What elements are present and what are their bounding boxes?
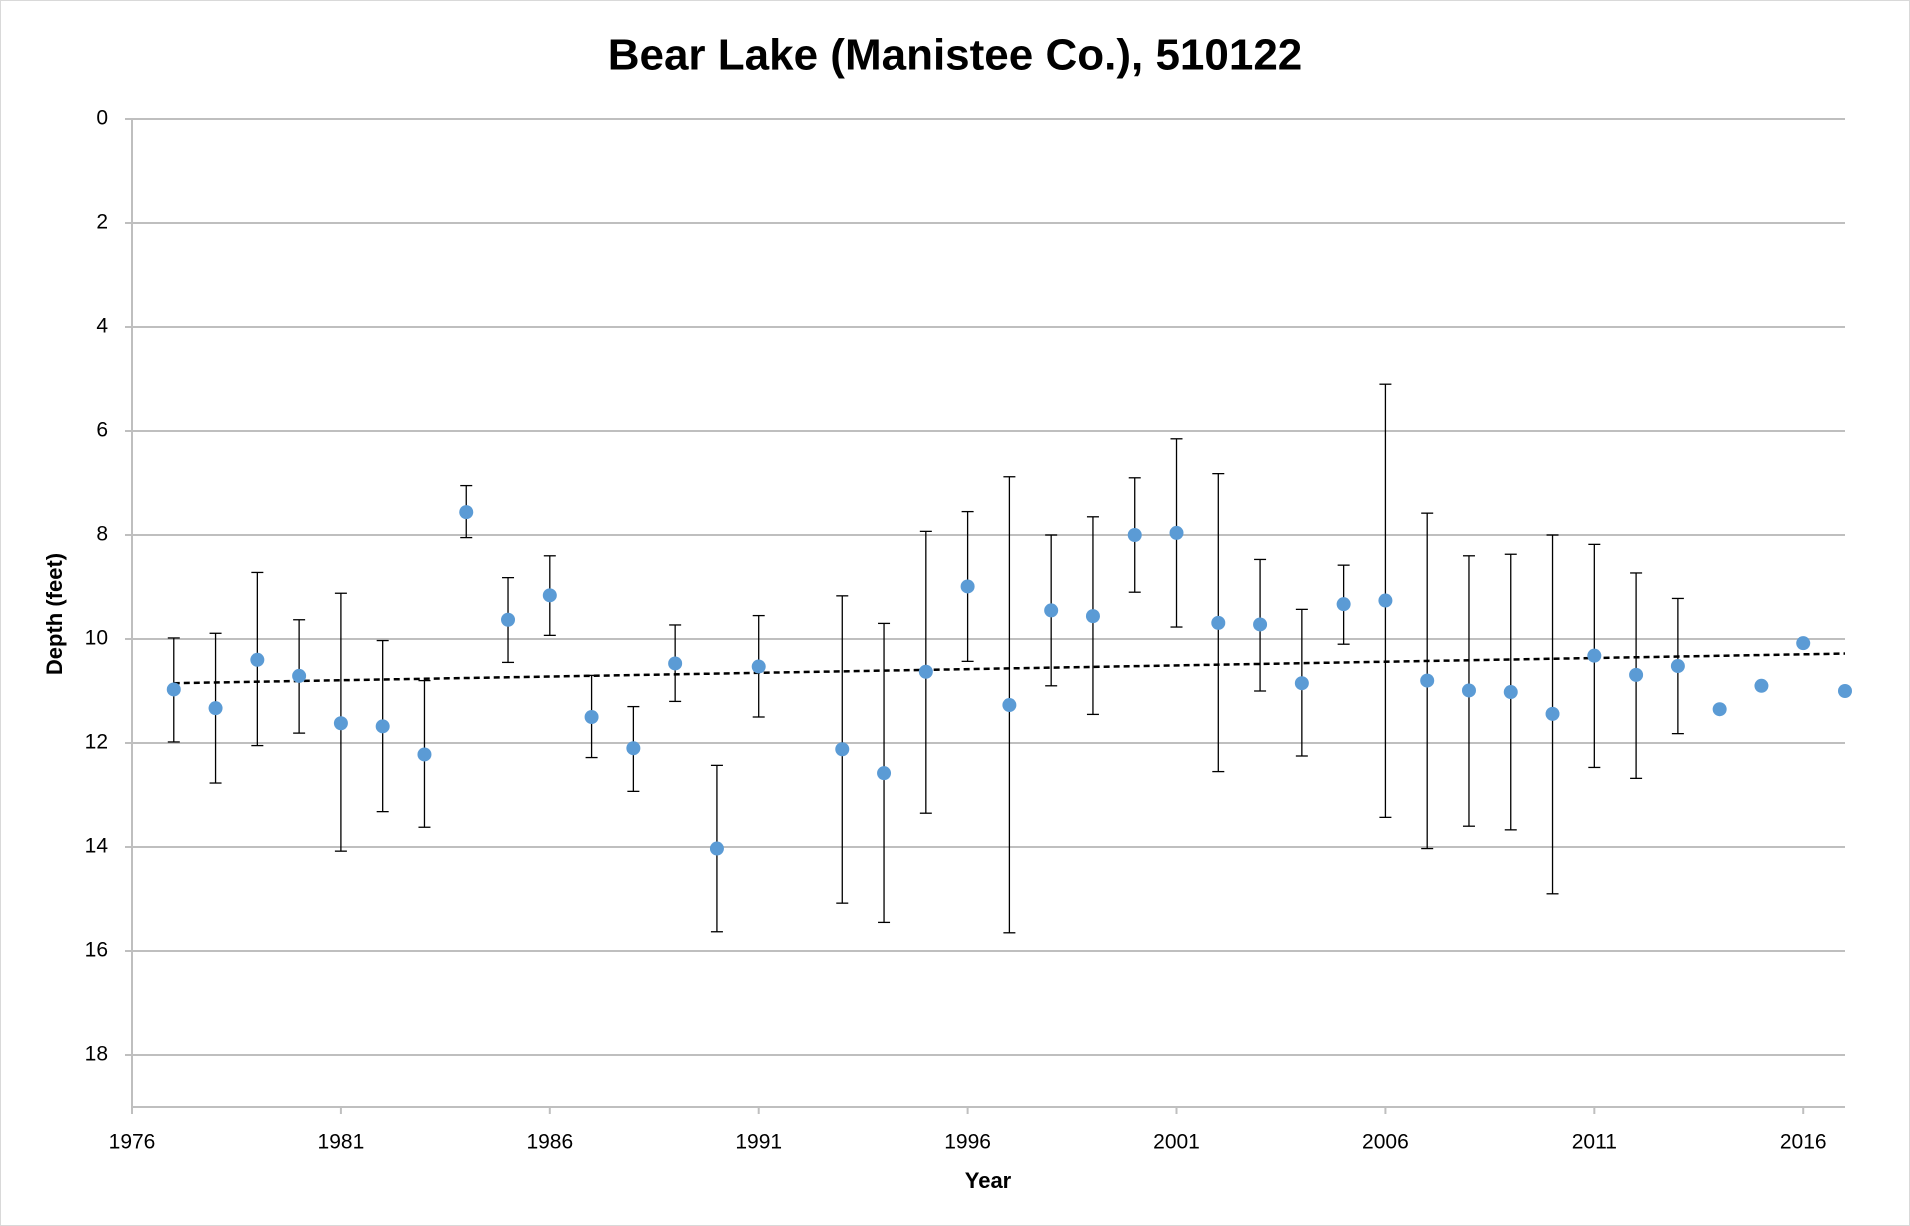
x-tick-label: 1981 xyxy=(318,1131,365,1154)
data-point xyxy=(751,659,766,674)
data-point xyxy=(417,747,432,762)
y-tick-label: 4 xyxy=(96,315,108,338)
x-tick-label: 1991 xyxy=(735,1131,782,1154)
y-tick-label: 6 xyxy=(96,419,108,442)
data-point xyxy=(1044,603,1059,618)
data-point xyxy=(1587,648,1602,663)
data-point xyxy=(292,668,307,683)
data-point xyxy=(709,841,724,856)
data-point xyxy=(1253,617,1268,632)
data-point xyxy=(1169,525,1184,540)
data-point xyxy=(1002,698,1017,713)
data-point xyxy=(501,612,516,627)
data-point xyxy=(1629,667,1644,682)
data-point xyxy=(584,710,599,724)
chart-title: Bear Lake (Manistee Co.), 510122 xyxy=(608,31,1303,80)
data-point xyxy=(208,701,223,716)
data-point xyxy=(1378,593,1393,608)
y-tick-label: 14 xyxy=(85,835,109,858)
data-point xyxy=(1211,615,1226,630)
data-point xyxy=(333,716,348,731)
data-point xyxy=(1336,597,1351,612)
trendline xyxy=(173,652,1846,685)
y-tick-label: 2 xyxy=(96,211,108,234)
x-tick-label: 2011 xyxy=(1572,1131,1617,1154)
data-point xyxy=(1127,528,1142,542)
data-point xyxy=(960,579,975,594)
x-tick-label: 1976 xyxy=(109,1131,156,1154)
data-point xyxy=(918,664,933,679)
x-tick-label: 2016 xyxy=(1780,1131,1827,1154)
data-point xyxy=(1503,685,1518,700)
data-point xyxy=(459,505,474,520)
y-axis-title: Depth (feet) xyxy=(42,553,67,675)
data-point xyxy=(835,742,850,757)
data-point xyxy=(1545,706,1560,721)
y-tick-label: 18 xyxy=(85,1043,108,1066)
x-tick-label: 2001 xyxy=(1153,1131,1200,1154)
y-tick-label: 0 xyxy=(96,107,108,130)
x-tick-label: 1986 xyxy=(526,1131,573,1154)
data-point xyxy=(1085,609,1100,624)
data-point xyxy=(1754,678,1769,693)
x-tick-label: 2006 xyxy=(1362,1131,1409,1154)
x-tick-label: 1996 xyxy=(944,1131,991,1154)
y-tick-label: 12 xyxy=(85,731,108,754)
data-point xyxy=(542,588,557,603)
data-point xyxy=(1670,659,1685,674)
data-point xyxy=(1838,684,1852,698)
data-point xyxy=(1796,636,1811,651)
data-point xyxy=(1294,676,1309,691)
x-axis-title: Year xyxy=(965,1168,1012,1193)
data-point xyxy=(166,682,181,697)
data-point xyxy=(668,656,683,671)
y-tick-label: 10 xyxy=(85,627,108,650)
data-point xyxy=(626,741,641,756)
data-point xyxy=(877,766,892,781)
data-point xyxy=(375,719,390,734)
y-tick-label: 16 xyxy=(85,939,108,962)
data-point xyxy=(1420,673,1435,688)
data-point xyxy=(1712,702,1727,717)
data-point xyxy=(1461,683,1476,698)
data-point xyxy=(250,652,265,667)
y-tick-label: 8 xyxy=(96,523,108,546)
